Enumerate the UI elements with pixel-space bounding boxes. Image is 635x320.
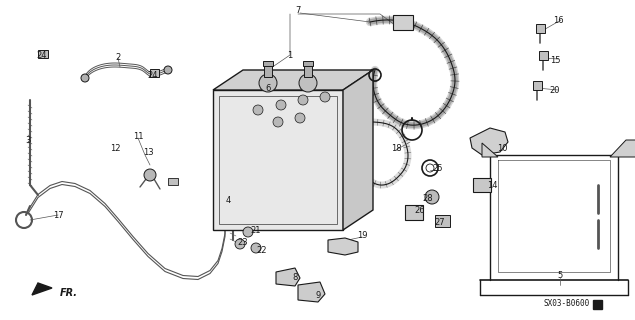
Bar	[593, 300, 602, 309]
Circle shape	[253, 105, 263, 115]
Text: 12: 12	[110, 143, 120, 153]
Bar	[213, 90, 343, 230]
Text: 19: 19	[357, 230, 367, 239]
Polygon shape	[328, 238, 358, 255]
Circle shape	[164, 66, 172, 74]
Text: 25: 25	[432, 164, 443, 172]
Bar	[536, 24, 545, 33]
Circle shape	[144, 169, 156, 181]
Circle shape	[81, 74, 89, 82]
Text: 28: 28	[423, 194, 433, 203]
Text: 21: 21	[251, 226, 261, 235]
Bar	[405, 205, 423, 220]
Bar	[264, 65, 272, 77]
Bar	[435, 215, 450, 227]
Text: 20: 20	[550, 85, 560, 94]
Text: 2: 2	[116, 52, 121, 61]
Text: 22: 22	[257, 245, 267, 254]
Text: 1: 1	[288, 51, 293, 60]
Text: 5: 5	[558, 270, 563, 279]
Text: 17: 17	[53, 211, 64, 220]
Polygon shape	[470, 128, 508, 155]
Circle shape	[320, 92, 330, 102]
Text: 13: 13	[143, 148, 153, 156]
Circle shape	[295, 113, 305, 123]
Polygon shape	[276, 268, 300, 286]
Text: 26: 26	[415, 205, 425, 214]
Bar	[393, 15, 413, 30]
Text: 14: 14	[487, 180, 497, 189]
Polygon shape	[482, 143, 498, 157]
Circle shape	[259, 74, 277, 92]
Circle shape	[276, 100, 286, 110]
Bar	[219, 96, 337, 224]
Text: SX03-B0600: SX03-B0600	[544, 299, 590, 308]
Text: FR.: FR.	[60, 288, 78, 298]
Polygon shape	[213, 70, 373, 90]
Text: 6: 6	[265, 84, 271, 92]
Text: 23: 23	[237, 237, 248, 246]
Bar	[168, 178, 178, 185]
Text: 24: 24	[148, 70, 158, 79]
Circle shape	[273, 117, 283, 127]
Circle shape	[298, 95, 308, 105]
Polygon shape	[610, 140, 635, 157]
Polygon shape	[32, 283, 52, 295]
Circle shape	[425, 190, 439, 204]
Bar	[38, 50, 48, 58]
Bar	[304, 65, 312, 77]
Bar	[473, 178, 491, 192]
Circle shape	[251, 243, 261, 253]
Text: 24: 24	[37, 51, 47, 60]
Text: 7: 7	[295, 5, 301, 14]
Text: 9: 9	[316, 291, 321, 300]
Text: 18: 18	[391, 143, 401, 153]
Circle shape	[235, 239, 245, 249]
Text: 3: 3	[25, 135, 30, 145]
Text: 8: 8	[292, 274, 298, 283]
Text: 10: 10	[497, 143, 507, 153]
Bar	[303, 61, 313, 66]
Bar	[263, 61, 273, 66]
Polygon shape	[343, 70, 373, 230]
Circle shape	[243, 227, 253, 237]
Bar	[539, 51, 548, 60]
Text: 15: 15	[550, 55, 560, 65]
Circle shape	[299, 74, 317, 92]
Bar	[533, 81, 542, 90]
Text: 16: 16	[552, 15, 563, 25]
Polygon shape	[298, 282, 325, 302]
Text: 11: 11	[133, 132, 144, 140]
Bar	[150, 69, 159, 77]
Text: 27: 27	[435, 218, 445, 227]
Text: 4: 4	[225, 196, 231, 204]
